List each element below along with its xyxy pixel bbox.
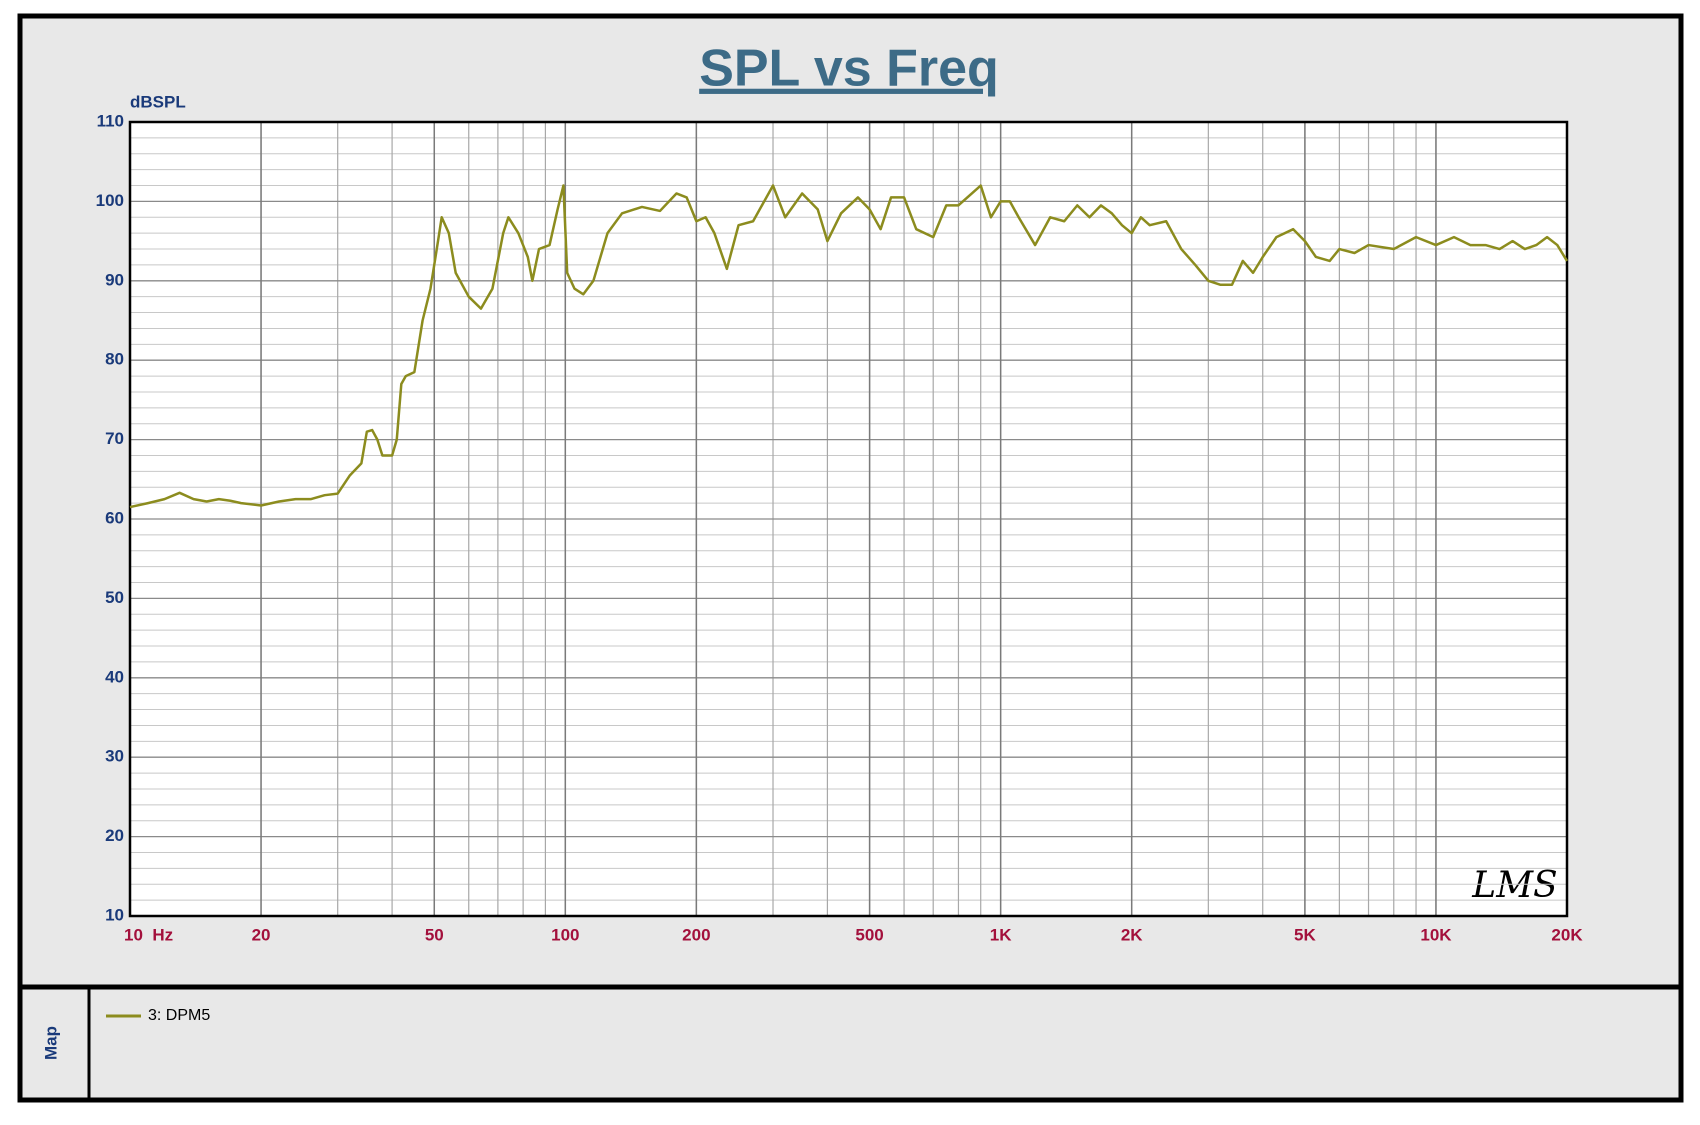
x-tick-label: 50: [425, 925, 444, 944]
y-tick-label: 40: [105, 667, 124, 686]
x-tick-label: 1K: [990, 925, 1012, 944]
x-tick-label: 20: [252, 925, 271, 944]
x-tick-label: 10 Hz: [124, 925, 173, 944]
y-tick-label: 90: [105, 270, 124, 289]
x-tick-label: 20K: [1551, 925, 1583, 944]
x-tick-label: 500: [855, 925, 883, 944]
legend-label: 3: DPM5: [148, 1007, 210, 1024]
x-tick-label: 10K: [1420, 925, 1452, 944]
data-line: [129, 184, 1569, 509]
logo: LMS: [1471, 865, 1557, 906]
y-tick-label: 20: [105, 826, 124, 845]
y-axis-label: dBSPL: [130, 92, 186, 111]
y-tick-label: 100: [96, 191, 124, 210]
x-tick-label: 2K: [1121, 925, 1143, 944]
y-tick-label: 60: [105, 508, 124, 527]
y-tick-label: 110: [97, 111, 124, 130]
y-tick-label: 10: [105, 905, 124, 924]
y-tick-label: 30: [105, 747, 124, 766]
panel-label: Map: [41, 1026, 60, 1060]
y-tick-label: 50: [105, 588, 124, 607]
y-tick-label: 80: [105, 350, 124, 369]
x-tick-label: 5K: [1294, 925, 1316, 944]
x-tick-label: 200: [682, 925, 710, 944]
x-tick-label: 100: [551, 925, 579, 944]
chart-title: SPL vs Freq: [699, 40, 999, 98]
plot-border: [128, 120, 1569, 918]
y-tick-label: 70: [105, 429, 124, 448]
